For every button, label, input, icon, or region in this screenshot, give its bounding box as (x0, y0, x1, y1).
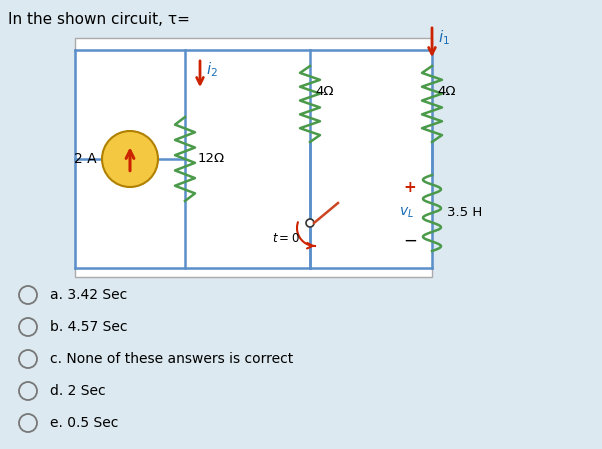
Text: d. 2 Sec: d. 2 Sec (50, 384, 105, 398)
Text: c. None of these answers is correct: c. None of these answers is correct (50, 352, 293, 366)
Circle shape (19, 350, 37, 368)
Circle shape (19, 286, 37, 304)
Text: +: + (403, 180, 417, 195)
Text: In the shown circuit, τ=: In the shown circuit, τ= (8, 12, 190, 27)
Circle shape (102, 131, 158, 187)
Text: $t=0$: $t=0$ (272, 232, 300, 245)
Text: $\mathit{i_2}$: $\mathit{i_2}$ (206, 61, 218, 79)
Text: 4Ω: 4Ω (315, 85, 334, 98)
Text: b. 4.57 Sec: b. 4.57 Sec (50, 320, 128, 334)
Text: $\mathit{i_1}$: $\mathit{i_1}$ (438, 29, 450, 47)
Circle shape (19, 318, 37, 336)
Text: e. 0.5 Sec: e. 0.5 Sec (50, 416, 119, 430)
Text: 2 A: 2 A (75, 152, 97, 166)
Text: 3.5 H: 3.5 H (447, 207, 482, 220)
Circle shape (306, 219, 314, 227)
Text: a. 3.42 Sec: a. 3.42 Sec (50, 288, 127, 302)
Text: 12Ω: 12Ω (198, 153, 225, 166)
Text: 4Ω: 4Ω (437, 85, 456, 98)
Bar (75, 38, 432, 277)
Text: $\mathit{v_L}$: $\mathit{v_L}$ (400, 206, 415, 220)
Text: −: − (403, 232, 417, 250)
Circle shape (19, 382, 37, 400)
Circle shape (19, 414, 37, 432)
